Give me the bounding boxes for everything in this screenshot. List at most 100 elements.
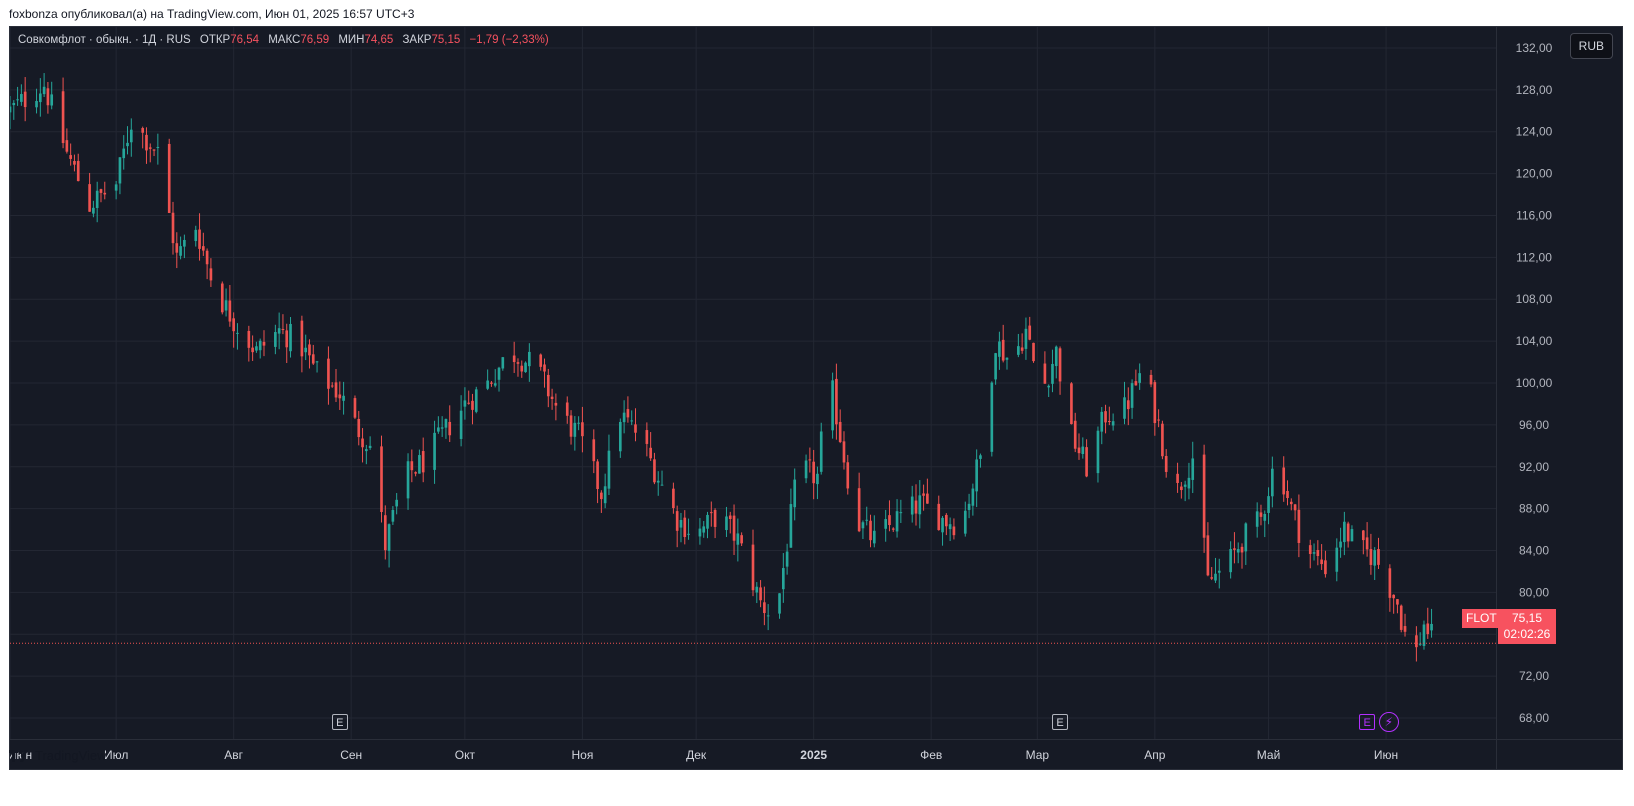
candle-body bbox=[444, 419, 448, 428]
candle-body bbox=[516, 362, 520, 364]
low-label: МИН bbox=[338, 34, 365, 46]
candle-body bbox=[1024, 328, 1028, 349]
x-tick-label: Сен bbox=[340, 748, 362, 762]
footer-brand[interactable]: TradingView bbox=[9, 748, 107, 763]
chart-pane[interactable]: 132,00 128,00 124,00 120,00 116,00 112,00 108,… bbox=[9, 26, 1623, 770]
candle-body bbox=[622, 412, 626, 423]
candle-body bbox=[1236, 549, 1240, 553]
earnings-event-icon[interactable]: E bbox=[331, 714, 348, 730]
candle-body bbox=[948, 524, 952, 530]
candle-body bbox=[1282, 467, 1286, 495]
candle-body bbox=[277, 328, 281, 334]
earnings-event-icon[interactable]: E bbox=[1359, 714, 1376, 730]
candle-body bbox=[1176, 473, 1179, 483]
candle-body bbox=[1096, 430, 1100, 474]
candle-body bbox=[812, 461, 815, 484]
candle-body bbox=[891, 528, 895, 530]
candle-body bbox=[194, 229, 198, 242]
candle-body bbox=[1005, 357, 1009, 360]
candle-body bbox=[1361, 530, 1365, 541]
candle-body bbox=[793, 479, 797, 508]
high-label: МАКС bbox=[268, 34, 301, 46]
candle-body bbox=[759, 587, 762, 601]
candle-body bbox=[103, 192, 107, 195]
candle-body bbox=[603, 486, 607, 504]
candle-body bbox=[649, 447, 652, 459]
candle-body bbox=[338, 394, 342, 399]
candle-body bbox=[1316, 550, 1320, 557]
candle-body bbox=[42, 86, 46, 95]
candle-body bbox=[1157, 419, 1160, 421]
candle-body bbox=[1233, 548, 1236, 550]
candle-body bbox=[1343, 521, 1346, 543]
candle-body bbox=[205, 250, 209, 265]
candle-body bbox=[1164, 455, 1168, 472]
candle-body bbox=[122, 148, 126, 159]
candle-body bbox=[831, 380, 834, 431]
x-tick-label: 2025 bbox=[800, 748, 827, 762]
candle-body bbox=[922, 493, 925, 496]
candle-body bbox=[414, 472, 417, 474]
candle-body bbox=[391, 510, 395, 522]
candle-body bbox=[1365, 537, 1369, 550]
candle-body bbox=[433, 432, 436, 470]
candle-body bbox=[1032, 342, 1035, 362]
candle-body bbox=[95, 190, 99, 208]
candle-body bbox=[884, 519, 888, 529]
x-tick-label: Фев bbox=[920, 748, 942, 762]
candle-body bbox=[228, 300, 232, 322]
candle-body bbox=[1149, 374, 1153, 385]
candle-body bbox=[1240, 546, 1244, 553]
candle-body bbox=[357, 418, 361, 438]
bar-countdown: 02:02:26 bbox=[1503, 627, 1551, 641]
candle-body bbox=[971, 488, 975, 506]
candle-body bbox=[1430, 623, 1433, 631]
change-value: −1,79 (−2,33%) bbox=[469, 34, 549, 46]
candle-body bbox=[994, 353, 997, 380]
candle-body bbox=[1191, 458, 1195, 480]
candle-body bbox=[1100, 411, 1104, 432]
candle-body bbox=[835, 378, 838, 425]
candle-body bbox=[463, 400, 467, 407]
candle-body bbox=[327, 358, 330, 389]
low-value: 74,65 bbox=[364, 34, 394, 46]
publish-line: foxbonza опубликовал(а) на TradingView.c… bbox=[9, 7, 415, 21]
candle-body bbox=[634, 424, 637, 433]
dividend-event-icon[interactable]: ⚡ bbox=[1378, 712, 1399, 732]
candle-body bbox=[990, 382, 994, 452]
candle-body bbox=[202, 246, 205, 251]
candle-body bbox=[1388, 568, 1392, 598]
candle-body bbox=[1043, 363, 1047, 384]
candle-body bbox=[713, 510, 717, 527]
x-tick-label: Окт bbox=[455, 748, 476, 762]
candle-body bbox=[1187, 477, 1191, 489]
candle-body bbox=[1017, 346, 1020, 355]
earnings-event-icon[interactable]: E bbox=[1052, 714, 1069, 730]
candle-body bbox=[1399, 605, 1403, 630]
candle-body bbox=[46, 88, 50, 106]
candle-body bbox=[645, 430, 649, 444]
candle-body bbox=[152, 149, 156, 151]
candle-body bbox=[171, 212, 175, 244]
candle-body bbox=[1396, 599, 1399, 605]
symbol-line[interactable]: Совкомфлот · обыкн. · 1Д · RUS bbox=[18, 34, 191, 46]
candle-body bbox=[550, 396, 554, 399]
candle-body bbox=[573, 422, 577, 437]
candle-body bbox=[365, 449, 368, 452]
candle-body bbox=[1422, 624, 1426, 646]
candle-body bbox=[740, 535, 743, 544]
candle-body bbox=[308, 344, 311, 356]
candle-body bbox=[342, 395, 345, 401]
currency-button[interactable]: RUB bbox=[1569, 33, 1613, 59]
candle-body bbox=[861, 522, 865, 529]
candle-body bbox=[1073, 420, 1077, 449]
candle-body bbox=[687, 533, 690, 535]
candle-body bbox=[1161, 423, 1164, 457]
candle-body bbox=[387, 524, 391, 551]
candle-body bbox=[607, 450, 611, 489]
candle-body bbox=[486, 380, 489, 389]
candlestick-chart[interactable]: 132,00 128,00 124,00 120,00 116,00 112,00 108,… bbox=[10, 27, 1623, 770]
candle-body bbox=[251, 347, 254, 353]
candle-body bbox=[114, 184, 118, 191]
candle-body bbox=[437, 427, 440, 432]
